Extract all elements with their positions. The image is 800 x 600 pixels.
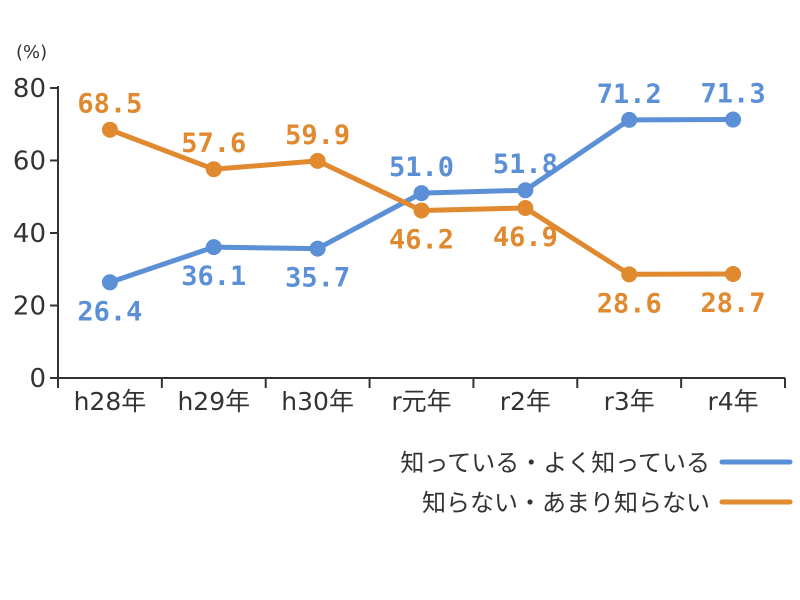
series-points: [101, 111, 742, 291]
data-label-series-0: 71.2: [597, 79, 662, 110]
legend-label-series-0: 知っている・よく知っている: [400, 449, 710, 477]
data-point-series-1: [309, 152, 326, 169]
data-point-series-1: [205, 161, 222, 178]
y-axis-tick-label: 80: [13, 74, 46, 104]
x-axis-tick-label: h29年: [177, 387, 250, 416]
data-label-series-0: 36.1: [181, 261, 246, 292]
data-point-series-0: [101, 274, 118, 291]
data-point-series-0: [309, 240, 326, 257]
x-axis-tick-label: h28年: [74, 387, 147, 416]
data-label-series-0: 26.4: [77, 296, 142, 327]
chart-axes: (%) 0 20 40 60 80 h28年 h29年 h30年 r元年 r2年 r3年 r4年: [13, 42, 786, 416]
data-label-series-1: 57.6: [181, 128, 246, 159]
data-point-series-0: [725, 111, 742, 128]
data-point-series-0: [517, 182, 534, 199]
y-axis-tick-label: 40: [13, 219, 46, 249]
x-axis-tick-label: r3年: [604, 387, 655, 416]
x-axis-tick-label: r2年: [500, 387, 551, 416]
data-point-series-0: [413, 185, 430, 202]
data-label-series-1: 28.7: [701, 288, 766, 319]
data-label-series-0: 35.7: [285, 263, 350, 294]
x-axis-tick-label: h30年: [281, 387, 354, 416]
series-data-labels: 26.4 36.1 35.7 51.0 51.8 71.2 71.3 68.5 57.6 59.9…: [77, 79, 765, 328]
data-label-series-0: 71.3: [701, 79, 766, 110]
data-point-series-1: [101, 121, 118, 138]
data-label-series-1: 46.9: [493, 222, 558, 253]
data-label-series-0: 51.8: [493, 149, 558, 180]
x-axis-tick-label: r元年: [391, 387, 451, 416]
data-point-series-1: [413, 202, 430, 219]
y-axis-unit-label: (%): [16, 42, 47, 63]
data-point-series-0: [205, 239, 222, 256]
data-point-series-0: [621, 111, 638, 128]
data-point-series-1: [725, 265, 742, 282]
data-point-series-1: [621, 266, 638, 283]
data-label-series-1: 68.5: [77, 89, 142, 120]
data-point-series-1: [517, 199, 534, 216]
data-label-series-1: 28.6: [597, 288, 662, 319]
y-axis-tick-label: 20: [13, 292, 46, 322]
legend-label-series-1: 知らない・あまり知らない: [422, 489, 710, 517]
data-label-series-1: 46.2: [389, 225, 454, 256]
y-axis-tick-label: 0: [29, 364, 46, 394]
y-axis-tick-label: 60: [13, 147, 46, 177]
data-label-series-0: 51.0: [389, 152, 454, 183]
x-axis-tick-label: r4年: [707, 387, 758, 416]
data-label-series-1: 59.9: [285, 120, 350, 151]
